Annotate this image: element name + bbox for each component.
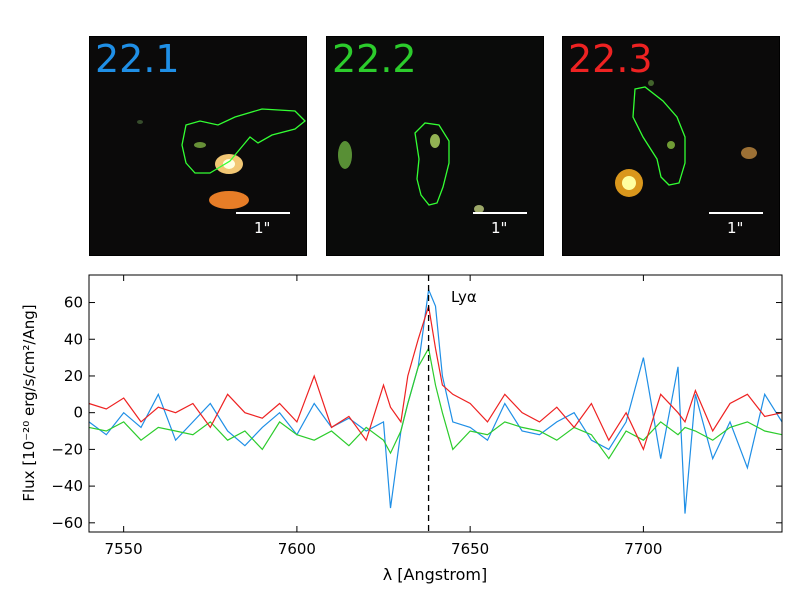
x-tick-label: 7600 (278, 540, 316, 558)
contour (414, 122, 450, 206)
image-panel-22-3: 22.3 1" (562, 36, 780, 256)
image-stamp (563, 37, 779, 255)
image-panel-22-1: 22.1 1" (89, 36, 307, 256)
image-panel-22-2: 22.2 1" (326, 36, 544, 256)
y-axis-label: Flux [10⁻²⁰ erg/s/cm²/Ang] (20, 304, 38, 501)
lya-label: Lyα (451, 288, 477, 306)
y-tick-label: −20 (51, 440, 83, 458)
series-line-2 (88, 306, 783, 452)
series-line-1 (88, 346, 783, 460)
y-tick-label: −60 (51, 514, 83, 532)
y-tick-label: −40 (51, 477, 83, 495)
scale-bar-label: 1" (254, 219, 271, 237)
image-stamp (327, 37, 543, 255)
y-tick-label: 0 (73, 404, 83, 422)
image-stamp (90, 37, 306, 255)
x-axis-label: λ [Angstrom] (383, 565, 488, 584)
x-tick-label: 7700 (624, 540, 662, 558)
scale-bar-label: 1" (727, 219, 744, 237)
y-tick-label: 60 (64, 294, 83, 312)
scale-bar-label: 1" (491, 219, 508, 237)
panel-label: 22.1 (95, 37, 180, 81)
y-tick-label: 40 (64, 330, 83, 348)
panel-label: 22.2 (332, 37, 417, 81)
y-tick-label: 20 (64, 367, 83, 385)
series-line-0 (88, 287, 783, 514)
contour (181, 108, 306, 174)
plot-frame (88, 274, 783, 533)
x-tick-label: 7650 (451, 540, 489, 558)
panel-label: 22.3 (568, 37, 653, 81)
contour (632, 86, 686, 186)
x-tick-label: 7550 (105, 540, 143, 558)
